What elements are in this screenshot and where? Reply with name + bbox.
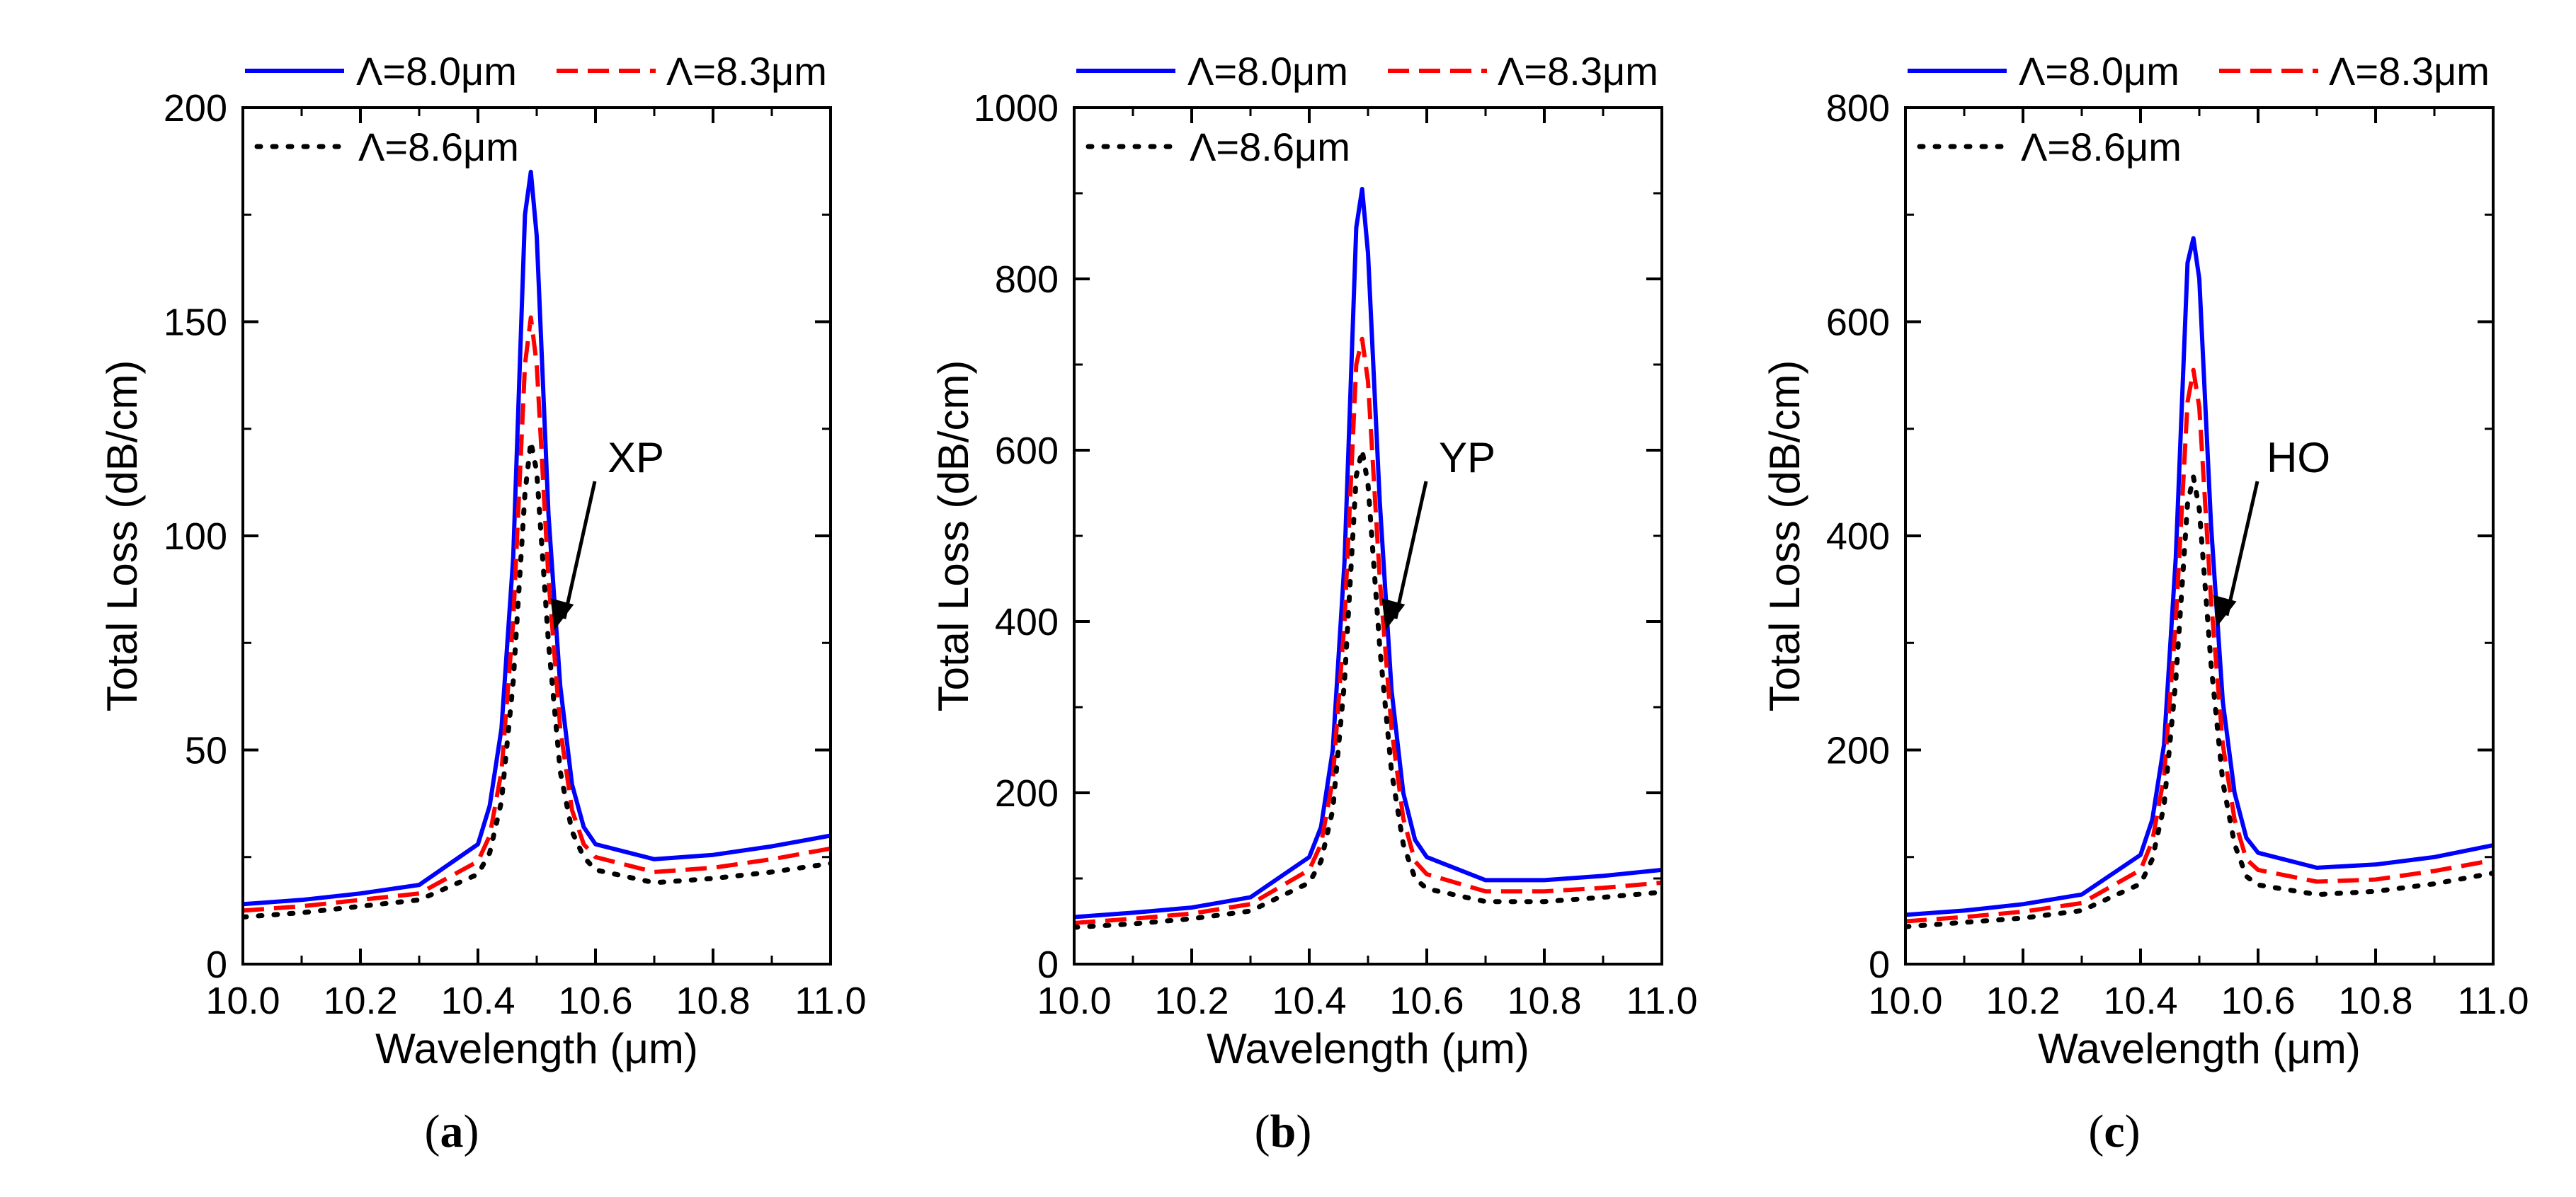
panel-caption: (c) <box>2088 1106 2140 1157</box>
series-group <box>243 169 831 920</box>
caption-close-paren: ) <box>464 1106 479 1157</box>
y-tick-label: 400 <box>1826 515 1890 558</box>
series-line-dashed <box>243 315 831 913</box>
y-tick-label: 400 <box>995 601 1059 643</box>
annotation-arrowhead-icon <box>1381 598 1406 631</box>
y-tick-label: 200 <box>164 87 227 130</box>
legend-label: Λ=8.3μm <box>2329 49 2490 93</box>
x-axis-title: Wavelength (μm) <box>375 1025 698 1072</box>
legend-label: Λ=8.3μm <box>666 49 827 93</box>
x-tick-label: 10.0 <box>1037 980 1111 1022</box>
series-line-dotted <box>1074 447 1662 930</box>
x-tick-label: 10.8 <box>2338 980 2412 1022</box>
caption-close-paren: ) <box>2125 1106 2141 1157</box>
x-tick-label: 10.4 <box>440 980 515 1022</box>
series-group <box>1074 187 1662 930</box>
y-tick-label: 600 <box>1826 302 1890 344</box>
caption-open-paren: ( <box>425 1106 440 1157</box>
caption-letter: c <box>2104 1106 2124 1157</box>
caption-close-paren: ) <box>1296 1106 1311 1157</box>
series-line-dashed <box>1074 336 1662 925</box>
chart-panel-c: 10.0 10.2 10.4 10.6 10.8 11.0 0 200 400 600 800 Wav… <box>1761 49 2529 1157</box>
y-tick-label: 600 <box>995 430 1059 472</box>
x-tick-label: 10.6 <box>558 980 632 1022</box>
series-line-dotted <box>243 439 831 920</box>
plot-frame <box>241 106 832 966</box>
y-tick-label: 150 <box>164 302 227 344</box>
x-axis-title: Wavelength (μm) <box>2038 1025 2361 1072</box>
annotation-arrowhead-icon <box>2213 595 2237 627</box>
series-line-solid <box>243 169 831 907</box>
annotation-arrow-line <box>1394 481 1428 619</box>
y-tick-label: 800 <box>1826 87 1890 130</box>
panel-caption: (a) <box>425 1106 479 1157</box>
x-axis-title: Wavelength (μm) <box>1207 1025 1529 1072</box>
chart-panel-b: 10.0 10.2 10.4 10.6 10.8 11.0 0 200 400 600 800 100… <box>930 49 1698 1157</box>
y-axis-title: Total Loss (dB/cm) <box>930 360 977 712</box>
x-tick-label: 10.4 <box>1272 980 1346 1022</box>
series-group <box>1905 236 2493 929</box>
x-tick-label: 11.0 <box>1626 980 1697 1022</box>
y-tick-label: 0 <box>206 944 227 986</box>
annotation-label: XP <box>608 434 664 481</box>
y-axis-title: Total Loss (dB/cm) <box>98 360 146 712</box>
y-tick-label: 200 <box>1826 730 1890 772</box>
y-tick-label: 0 <box>1037 944 1059 986</box>
y-axis-title: Total Loss (dB/cm) <box>1761 360 1808 712</box>
legend-label: Λ=8.0μm <box>2019 49 2179 93</box>
legend-label: Λ=8.3μm <box>1498 49 1658 93</box>
x-tick-label: 10.0 <box>1868 980 1942 1022</box>
caption-open-paren: ( <box>2088 1106 2104 1157</box>
x-tick-label: 10.8 <box>1507 980 1581 1022</box>
series-line-dotted <box>1905 474 2493 929</box>
y-tick-label: 100 <box>164 515 227 558</box>
legend-label: Λ=8.0μm <box>356 49 517 93</box>
x-tick-label: 10.2 <box>323 980 397 1022</box>
annotation-label: YP <box>1439 434 1495 481</box>
x-tick-label: 10.6 <box>1389 980 1464 1022</box>
legend-label: Λ=8.6μm <box>2021 125 2182 169</box>
x-tick-label: 10.2 <box>1985 980 2060 1022</box>
x-tick-label: 11.0 <box>2457 980 2529 1022</box>
x-tick-label: 11.0 <box>794 980 866 1022</box>
x-tick-label: 10.4 <box>2103 980 2177 1022</box>
y-tick-label: 50 <box>185 730 227 772</box>
panel-caption: (b) <box>1255 1106 1312 1157</box>
plot-frame <box>1904 106 2495 966</box>
annotation-arrow-line <box>2225 481 2259 617</box>
chart-panel-a: 10.0 10.2 10.4 10.6 10.8 11.0 0 50 100 150 200 Wave… <box>98 49 867 1157</box>
caption-letter: a <box>440 1106 464 1157</box>
x-tick-label: 10.6 <box>2221 980 2295 1022</box>
y-tick-label: 0 <box>1869 944 1890 986</box>
caption-letter: b <box>1270 1106 1296 1157</box>
x-tick-label: 10.8 <box>676 980 750 1022</box>
y-tick-label: 800 <box>995 258 1059 301</box>
series-line-solid <box>1905 236 2493 917</box>
annotation-label: HO <box>2267 434 2330 481</box>
legend-label: Λ=8.0μm <box>1187 49 1348 93</box>
caption-open-paren: ( <box>1255 1106 1270 1157</box>
series-line-dashed <box>1905 367 2493 924</box>
series-line-solid <box>1074 187 1662 920</box>
x-tick-label: 10.0 <box>205 980 280 1022</box>
annotation-arrow-line <box>562 481 597 619</box>
y-tick-label: 1000 <box>974 87 1059 130</box>
y-tick-label: 200 <box>995 772 1059 815</box>
legend-label: Λ=8.6μm <box>1190 125 1350 169</box>
x-tick-label: 10.2 <box>1154 980 1229 1022</box>
annotation-arrowhead-icon <box>550 598 574 631</box>
plot-frame <box>1073 106 1663 966</box>
legend-label: Λ=8.6μm <box>358 125 519 169</box>
